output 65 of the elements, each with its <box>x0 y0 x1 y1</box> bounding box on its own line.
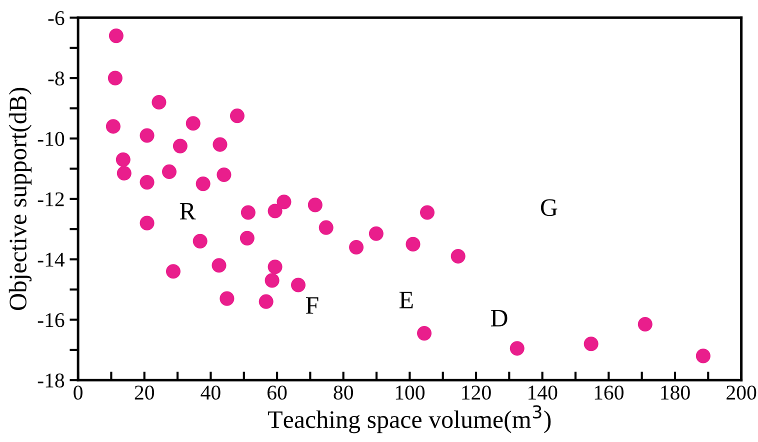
point <box>406 236 420 252</box>
y-tick-label: -16 <box>38 313 64 328</box>
point <box>106 119 121 134</box>
x-tick-label: 80 <box>334 386 353 400</box>
x-tick-label: 140 <box>528 386 558 400</box>
y-tick-label: -6 <box>48 11 64 26</box>
x-tick-label: 20 <box>134 386 154 400</box>
point <box>192 234 208 248</box>
point <box>420 205 435 220</box>
x-tick-label: 180 <box>661 386 690 400</box>
annotation: D <box>490 310 508 326</box>
point <box>186 116 200 131</box>
point <box>417 326 432 341</box>
point <box>696 348 710 364</box>
x-axis-title: Teaching space volume(m$^{3}$) <box>268 405 551 434</box>
point <box>240 230 254 246</box>
point <box>166 264 181 279</box>
point <box>230 108 245 124</box>
point <box>212 137 228 152</box>
point <box>510 341 524 356</box>
y-tick-label: -18 <box>38 373 64 388</box>
point <box>308 198 322 212</box>
y-tick-label: -12 <box>38 192 64 206</box>
point <box>264 273 280 288</box>
point <box>638 316 652 332</box>
y-tick-label: -8 <box>48 71 64 86</box>
point <box>172 138 188 154</box>
x-tick-label: 160 <box>594 386 624 400</box>
point <box>152 94 166 110</box>
point <box>268 260 282 274</box>
y-tick-label: -14 <box>38 252 65 267</box>
x-tick-label: 120 <box>462 386 491 400</box>
point <box>268 204 282 218</box>
point <box>349 240 364 255</box>
point <box>368 226 384 241</box>
x-tick-label: 100 <box>396 386 425 400</box>
point <box>140 216 154 230</box>
annotation: G <box>540 199 558 216</box>
x-tick-label: 40 <box>200 386 220 400</box>
point <box>216 167 232 182</box>
point <box>290 278 306 292</box>
point <box>318 220 334 235</box>
point <box>140 128 154 143</box>
point <box>108 28 124 44</box>
y-tick-label: -10 <box>38 132 64 146</box>
point <box>584 336 598 352</box>
annotation: E <box>399 292 413 308</box>
x-tick-label: 60 <box>268 386 287 400</box>
x-tick-label: 200 <box>726 386 756 400</box>
annotation: F <box>306 297 318 314</box>
point <box>220 291 234 306</box>
x-tick-label: 0 <box>74 386 82 400</box>
point <box>196 176 210 192</box>
point <box>258 294 274 309</box>
point <box>450 249 466 264</box>
point <box>140 175 154 190</box>
annotation: R <box>180 203 196 220</box>
point <box>116 166 132 181</box>
point <box>108 70 122 86</box>
point <box>162 164 177 179</box>
y-axis-title: Objective support(dB) <box>8 88 32 310</box>
point <box>276 194 292 210</box>
point <box>240 205 256 220</box>
point <box>212 258 226 273</box>
point <box>116 152 130 167</box>
